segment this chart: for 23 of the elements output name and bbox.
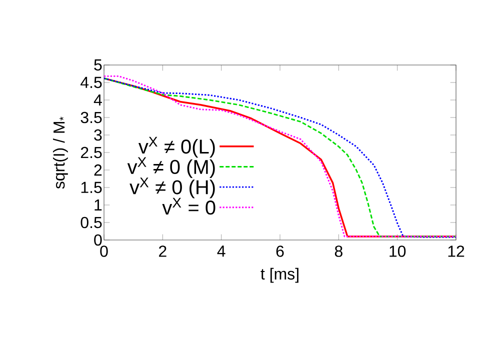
- x-tick-label: 2: [159, 246, 166, 257]
- y-tick-label: 2.5: [80, 146, 102, 158]
- legend-label: v$^{X}$ ≠ 0 (M): [127, 157, 215, 178]
- legend-label: v$^{X}$ ≠ 0(L): [138, 136, 215, 158]
- y-tick-label: 5: [94, 59, 102, 71]
- y-tick-label: 4.5: [80, 76, 102, 88]
- y-tick-label: 3.5: [80, 112, 102, 124]
- y-tick-label: 1.5: [81, 182, 102, 194]
- x-axis-title: t [ms]: [260, 268, 298, 283]
- x-tick-label: 12: [448, 246, 464, 257]
- x-tick-label: 6: [276, 246, 284, 257]
- x-tick-label: 8: [334, 246, 342, 257]
- y-axis-title: sqrt(I) / M$_{*}$: [52, 116, 68, 189]
- y-tick-label: 1: [94, 200, 102, 211]
- legend-label: v$^{X}$ ≠ 0 (H): [130, 178, 215, 198]
- y-tick-label: 0.5: [80, 216, 102, 228]
- y-tick-label: 0: [94, 234, 102, 246]
- y-tick-label: 2: [94, 164, 102, 176]
- y-tick-label: 3: [94, 129, 102, 141]
- legend-label: v$^{X}$ = 0: [162, 198, 216, 215]
- x-tick-label: 4: [217, 246, 226, 257]
- y-tick-label: 4: [94, 94, 102, 106]
- x-tick-label: 10: [390, 246, 406, 257]
